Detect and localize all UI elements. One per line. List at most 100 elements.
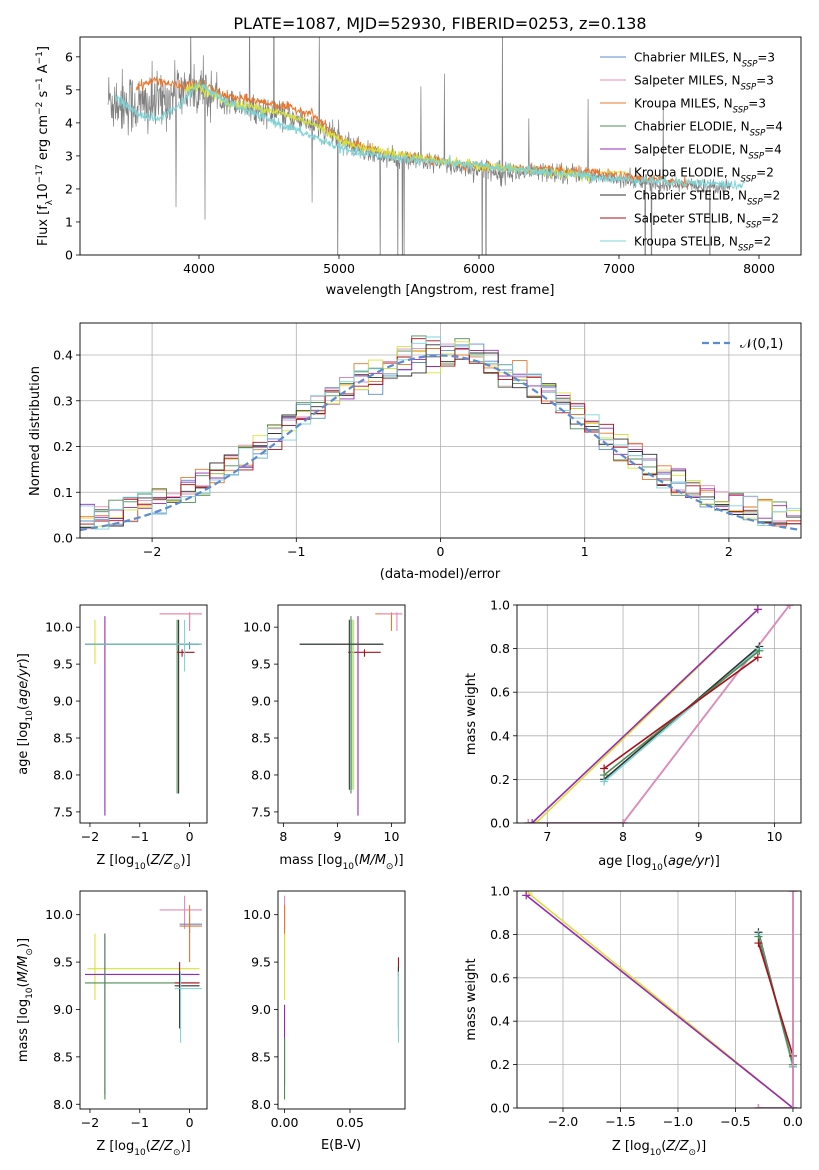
y-tick-label: 1.0: [490, 884, 510, 899]
label-part: (: [146, 853, 151, 868]
x-tick-label: 6000: [463, 261, 495, 276]
plot-area: [84, 612, 203, 816]
label-part: 10: [36, 183, 51, 200]
legend-text: Salpeter MILES, N: [634, 74, 741, 88]
y-tick-label: 9.0: [251, 694, 271, 709]
y-tick-label: 8.0: [251, 1097, 271, 1112]
label-part: )]: [710, 854, 720, 869]
y-tick-label: 9.0: [53, 694, 73, 709]
chart-mass_vs_EBV: 0.00 0.05 8.0 8.5 9.0 9.5 10.0 E(B-V): [243, 890, 406, 1153]
y-tick-label: 8.5: [251, 1049, 271, 1064]
weight-line-salpeter-elodie: [531, 608, 759, 823]
y-tick-label: 5: [65, 82, 73, 97]
point-marker: [755, 646, 764, 655]
x-axis-label: Z [log10(Z/Z⊙)]: [612, 1139, 706, 1158]
label-part: 10: [25, 710, 35, 722]
label-part: Z [log: [96, 1139, 134, 1154]
y-tick-label: 0.8: [490, 641, 510, 656]
label-part: mass [log: [16, 999, 31, 1062]
x-tick-label: 9: [333, 829, 341, 844]
label-part: −2: [35, 102, 45, 115]
label-part: age/yr: [668, 854, 711, 869]
label-part: age [log: [16, 722, 31, 775]
x-tick-label: 0: [437, 544, 445, 559]
point-marker: [524, 819, 533, 823]
y-tick-label: 10.0: [243, 907, 271, 922]
label-part: ⊙: [386, 862, 394, 872]
y-tick-label: 9.5: [251, 955, 271, 970]
weight-line-salpeter-miles: [758, 891, 794, 1108]
x-axis-label: (data-model)/error: [380, 567, 501, 582]
legend-suffix: =2: [763, 189, 781, 203]
x-tick-label: −1.5: [605, 1114, 635, 1129]
legend-text: Kroupa STELIB, N: [634, 235, 738, 249]
label-part: )]: [696, 1139, 706, 1154]
label-part: age/yr: [16, 662, 31, 705]
point-marker: [788, 1104, 797, 1108]
histogram-kroupa-stelib: [80, 336, 801, 530]
y-tick-label: 9.5: [53, 955, 73, 970]
label-part: −17: [35, 164, 45, 183]
legend-sub: SSP: [741, 175, 757, 185]
figure-title: PLATE=1087, MJD=52930, FIBERID=0253, z=0…: [233, 14, 646, 33]
label-part: 10: [651, 863, 663, 873]
y-axis-label: Normed distribution: [28, 366, 43, 496]
point-marker: [788, 891, 797, 895]
x-tick-label: 8000: [743, 261, 775, 276]
y-tick-label: 0.4: [53, 348, 73, 363]
label-part: mass [log: [279, 853, 342, 868]
point-marker: [522, 891, 531, 900]
label-part: Z/Z: [665, 1139, 689, 1154]
legend-entry: Salpeter STELIB, NSSP=2: [634, 212, 779, 231]
x-axis-label: E(B-V): [321, 1138, 361, 1153]
y-tick-label: 10.0: [45, 907, 73, 922]
y-tick-label: 0: [65, 248, 73, 263]
point-marker: [754, 939, 763, 948]
label-part: )]: [393, 853, 403, 868]
y-tick-label: 0.4: [490, 728, 510, 743]
label-part: (: [661, 1139, 666, 1154]
x-tick-label: 0.05: [336, 1115, 364, 1130]
weight-line-salpeter-elodie: [525, 894, 794, 1108]
y-tick-label: 8.5: [251, 731, 271, 746]
y-axis-label: mass weight: [464, 673, 479, 755]
x-tick-label: −2: [81, 1115, 99, 1130]
legend-entry: Salpeter MILES, NSSP=3: [634, 74, 774, 93]
label-part: (: [16, 705, 31, 710]
legend-text: Salpeter ELODIE, N: [634, 143, 748, 157]
legend-entry: Chabrier MILES, NSSP=3: [634, 51, 775, 70]
legend-suffix: =4: [765, 120, 783, 134]
label-part: M/M: [16, 956, 31, 983]
legend-suffix: =2: [756, 166, 774, 180]
legend-text: Kroupa ELODIE, N: [634, 166, 741, 180]
y-tick-label: 0.3: [53, 393, 73, 408]
x-tick-label: 7000: [603, 261, 635, 276]
y-tick-label: 6: [65, 49, 73, 64]
y-tick-label: 9.5: [53, 657, 73, 672]
label-part: −1: [35, 77, 45, 90]
x-tick-label: 0.0: [783, 1114, 803, 1129]
legend-suffix: =3: [748, 97, 766, 111]
y-tick-label: 8.0: [53, 1097, 73, 1112]
plot-area: [80, 335, 801, 532]
plot-area: [107, 37, 746, 255]
y-tick-label: 0.6: [490, 685, 510, 700]
legend-text: Chabrier STELIB, N: [634, 189, 747, 203]
legend-text: Chabrier MILES, N: [634, 51, 742, 65]
legend-suffix: =3: [757, 51, 775, 65]
y-axis-label: mass [log10(M/M⊙)]: [16, 938, 35, 1062]
y-tick-label: 10.0: [243, 620, 271, 635]
label-part: erg cm: [36, 115, 51, 164]
point-marker: [754, 1104, 763, 1108]
weight-line-salpeter-miles: [528, 605, 791, 823]
legend-sub: SSP: [746, 221, 762, 231]
x-tick-label: 0: [186, 1115, 194, 1130]
y-tick-label: 8.0: [53, 767, 73, 782]
model-line-kroupa-stelib: [114, 78, 746, 190]
label-part: 10: [343, 862, 355, 872]
y-tick-label: 9.0: [53, 1002, 73, 1017]
weight-line-salpeter-stelib: [757, 942, 794, 1057]
label-part: )]: [181, 1139, 191, 1154]
